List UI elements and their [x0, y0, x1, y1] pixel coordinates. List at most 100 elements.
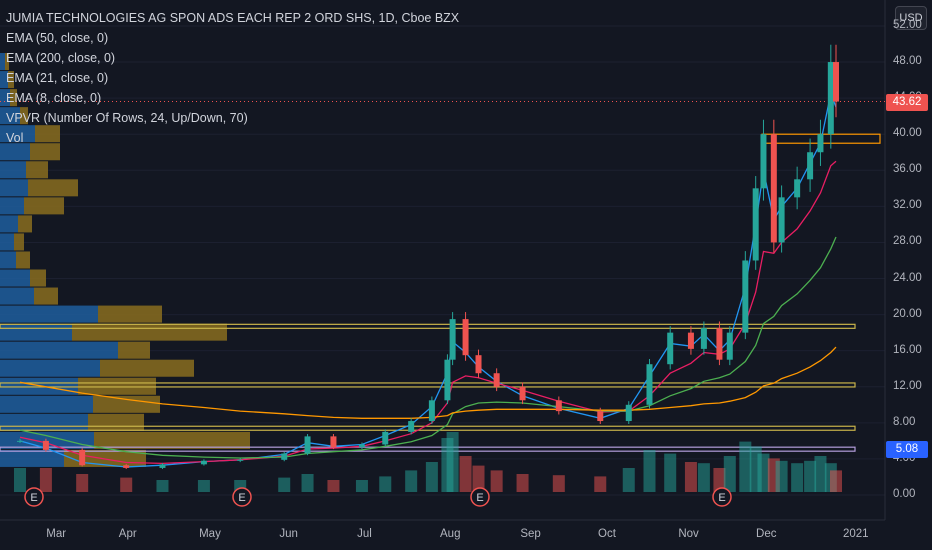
vpvr-up-bar: [0, 143, 30, 161]
candle-body: [778, 197, 785, 243]
vpvr-up-bar: [0, 197, 24, 215]
vpvr-down-bar: [26, 161, 48, 179]
volume-bar: [278, 477, 291, 492]
vpvr-up-bar: [0, 341, 118, 359]
vpvr-down-bar: [78, 377, 156, 395]
volume-bar: [804, 460, 817, 492]
vpvr-up-bar: [0, 305, 98, 323]
volume-bar: [516, 474, 529, 492]
candle-body: [687, 332, 694, 349]
price-tick-label: 32.00: [893, 199, 922, 212]
volume-bar: [791, 463, 804, 492]
vpvr-up-bar: [0, 413, 88, 431]
candle-body: [770, 134, 777, 243]
vpvr-up-bar: [0, 359, 100, 377]
ema200-legend[interactable]: EMA (200, close, 0): [6, 51, 116, 65]
horizontal-level: [0, 323, 856, 329]
volume-bar: [446, 432, 459, 492]
candle-body: [817, 134, 824, 153]
volume-bar: [622, 468, 635, 492]
vpvr-up-bar: [0, 269, 30, 287]
vpvr-down-bar: [28, 179, 78, 197]
vpvr-up-bar: [0, 251, 16, 269]
volume-bar: [594, 476, 607, 492]
price-tick-label: 36.00: [893, 163, 922, 176]
chart-legend: JUMIA TECHNOLOGIES AG SPON ADS EACH REP …: [6, 8, 459, 148]
ema8-legend[interactable]: EMA (8, close, 0): [6, 91, 102, 105]
volume-bar: [379, 476, 392, 492]
candle-body: [304, 436, 311, 454]
vpvr-down-bar: [24, 197, 64, 215]
last-price-tag: 43.62: [886, 93, 928, 111]
vpvr-up-bar: [0, 53, 5, 71]
time-tick-label: Oct: [598, 528, 616, 540]
volume-bar: [643, 450, 656, 492]
volume-bar: [301, 474, 314, 492]
candle-body: [200, 460, 207, 465]
time-tick-label: Aug: [440, 528, 461, 540]
horizontal-level: [0, 382, 856, 388]
ema-line: [19, 346, 837, 419]
volume-bar: [355, 480, 368, 492]
vpvr-up-bar: [0, 395, 93, 413]
volume-bar: [684, 462, 697, 492]
time-tick-label: Sep: [520, 528, 541, 540]
price-tick-label: 16.00: [893, 343, 922, 356]
price-tick-label: 28.00: [893, 235, 922, 248]
price-tick-label: 52.00: [893, 18, 922, 31]
vpvr-up-bar: [0, 431, 94, 449]
vpvr-down-bar: [118, 341, 150, 359]
vpvr-up-bar: [0, 215, 18, 233]
earnings-marker-label: E: [718, 492, 725, 504]
vpvr-down-bar: [30, 143, 60, 161]
volume-bar: [830, 470, 842, 492]
price-tick-label: 24.00: [893, 271, 922, 284]
ema21-legend[interactable]: EMA (21, close, 0): [6, 71, 109, 85]
volume-bar: [775, 460, 788, 492]
candle-body: [159, 464, 166, 468]
vpvr-down-bar: [34, 287, 58, 305]
vpvr-up-bar: [0, 161, 26, 179]
horizontal-level: [0, 425, 856, 431]
earnings-marker-label: E: [30, 492, 37, 504]
candle-body: [716, 328, 723, 360]
volume-bar: [76, 474, 89, 492]
candle-body: [358, 444, 365, 448]
vpvr-down-bar: [100, 359, 194, 377]
time-tick-label: Nov: [678, 528, 699, 540]
vpvr-down-bar: [18, 215, 32, 233]
volume-bar: [757, 453, 770, 492]
candle-body: [667, 332, 674, 365]
time-tick-label: Jun: [279, 528, 298, 540]
candle-body: [17, 440, 23, 442]
price-tick-label: 12.00: [893, 379, 922, 392]
candle-body: [833, 62, 839, 102]
candle-body: [42, 440, 49, 450]
earnings-marker-label: E: [476, 492, 483, 504]
candle-body: [807, 152, 814, 180]
time-tick-label: Apr: [118, 528, 137, 540]
volume-legend[interactable]: Vol: [6, 131, 24, 145]
candle-body: [794, 179, 801, 198]
earnings-marker: [232, 487, 252, 507]
candle-body: [726, 332, 733, 360]
vpvr-down-bar: [93, 395, 160, 413]
vpvr-up-bar: [0, 233, 14, 251]
price-tick-label: 48.00: [893, 55, 922, 68]
ema50-legend[interactable]: EMA (50, close, 0): [6, 31, 109, 45]
time-tick-label: Jul: [357, 528, 372, 540]
time-tick-label: Dec: [756, 528, 777, 540]
vpvr-up-bar: [0, 125, 35, 143]
vpvr-down-bar: [10, 89, 17, 107]
volume-bar: [713, 468, 726, 492]
price-tick-label: 40.00: [893, 127, 922, 140]
volume-bar: [459, 456, 472, 492]
currency-button[interactable]: USD: [895, 6, 927, 30]
volume-bar: [405, 470, 418, 492]
vpvr-up-bar: [0, 179, 28, 197]
vpvr-legend[interactable]: VPVR (Number Of Rows, 24, Up/Down, 70): [6, 111, 248, 125]
volume-bar: [39, 468, 52, 492]
price-tick-label: 0.00: [893, 488, 916, 500]
volume-bar: [120, 477, 133, 492]
